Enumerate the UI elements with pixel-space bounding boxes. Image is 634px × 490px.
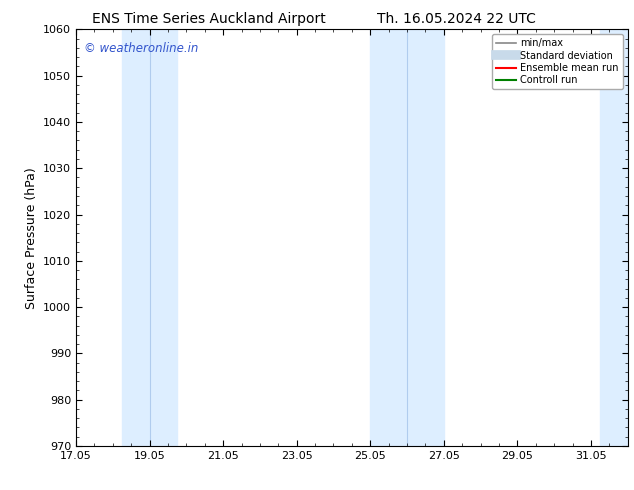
Legend: min/max, Standard deviation, Ensemble mean run, Controll run: min/max, Standard deviation, Ensemble me…	[492, 34, 623, 89]
Text: Th. 16.05.2024 22 UTC: Th. 16.05.2024 22 UTC	[377, 12, 536, 26]
Bar	[600, 29, 628, 446]
Text: © weatheronline.in: © weatheronline.in	[84, 42, 198, 55]
Bar	[370, 29, 444, 446]
Text: ENS Time Series Auckland Airport: ENS Time Series Auckland Airport	[93, 12, 326, 26]
Y-axis label: Surface Pressure (hPa): Surface Pressure (hPa)	[25, 167, 37, 309]
Bar	[122, 29, 178, 446]
